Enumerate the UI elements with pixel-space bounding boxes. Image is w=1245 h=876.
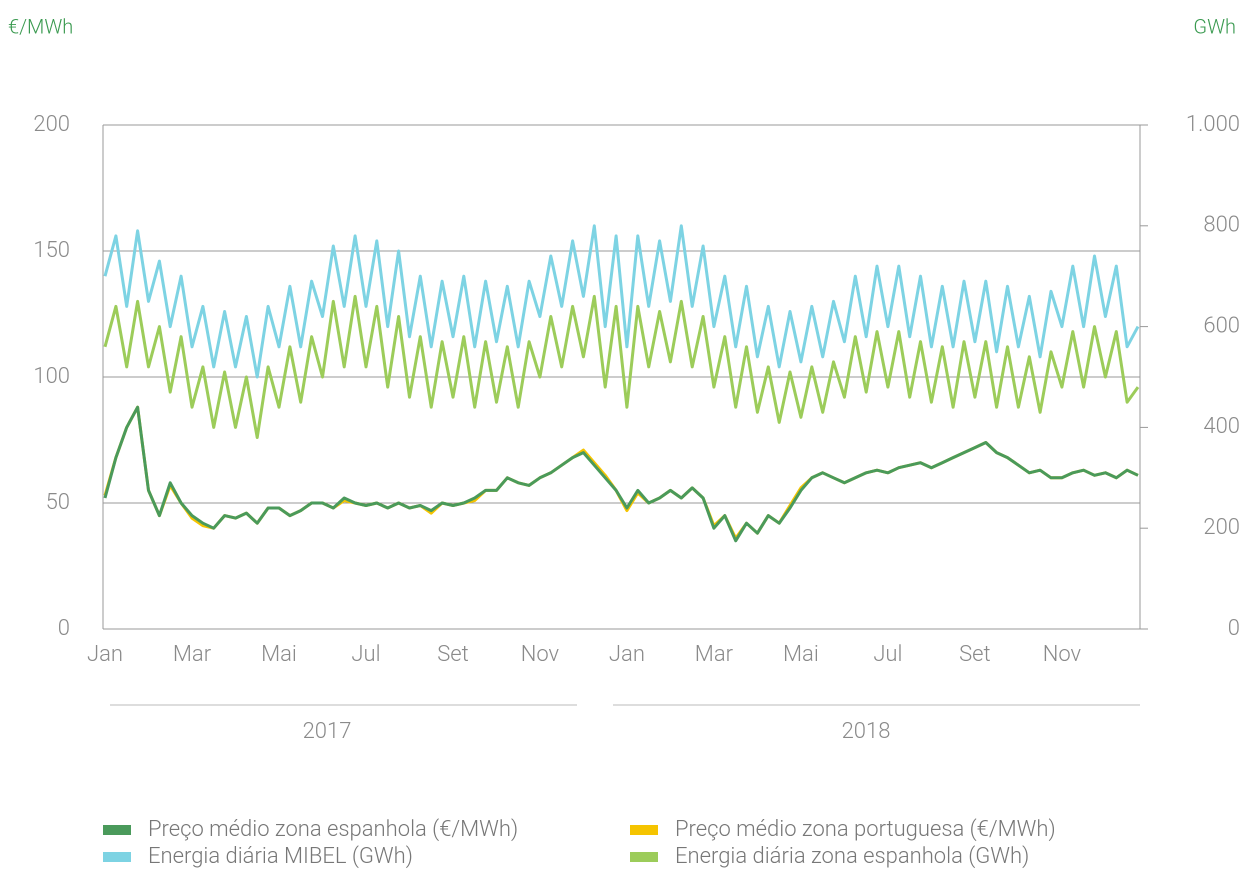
- x-tick-label: Mar: [695, 642, 734, 667]
- y2-tick-label: 400: [1203, 414, 1240, 439]
- y-axis-label: €/MWh: [8, 14, 73, 38]
- x-tick-label: Set: [437, 642, 469, 667]
- x-tick-label: Mar: [173, 642, 212, 667]
- y-tick-label: 50: [46, 490, 70, 515]
- y-tick-label: 150: [33, 238, 70, 263]
- y2-tick-label: 1.000: [1186, 112, 1240, 137]
- legend-swatch: [630, 825, 658, 835]
- x-tick-label: Jul: [351, 642, 380, 667]
- y2-axis-label: GWh: [1193, 14, 1236, 38]
- legend-label: Energia diária zona espanhola (GWh): [675, 844, 1029, 869]
- y2-tick-label: 0: [1228, 616, 1240, 641]
- x-tick-label: Mai: [783, 642, 819, 667]
- x-tick-label: Jan: [87, 642, 123, 667]
- y2-tick-label: 800: [1203, 213, 1240, 238]
- x-tick-label: Jul: [873, 642, 902, 667]
- y-tick-label: 0: [58, 616, 70, 641]
- x-tick-label: Mai: [261, 642, 297, 667]
- legend-label: Preço médio zona portuguesa (€/MWh): [675, 817, 1056, 842]
- series-line: [103, 294, 1140, 439]
- legend-label: Preço médio zona espanhola (€/MWh): [148, 817, 518, 842]
- legend-swatch: [630, 852, 658, 862]
- y2-tick-label: 600: [1203, 313, 1240, 338]
- legend-swatch: [103, 852, 131, 862]
- x-tick-label: Jan: [609, 642, 645, 667]
- series-line: [103, 405, 1139, 543]
- x-tick-label: Set: [959, 642, 991, 667]
- legend-label: Energia diária MIBEL (GWh): [148, 844, 413, 869]
- y-tick-label: 200: [33, 112, 70, 137]
- period-label: 2017: [303, 719, 352, 744]
- legend-swatch: [103, 825, 131, 835]
- x-tick-label: Nov: [521, 642, 560, 667]
- y-tick-label: 100: [33, 364, 70, 389]
- period-label: 2018: [842, 719, 891, 744]
- x-tick-label: Nov: [1043, 642, 1082, 667]
- series-line: [103, 224, 1140, 379]
- y2-tick-label: 200: [1203, 515, 1240, 540]
